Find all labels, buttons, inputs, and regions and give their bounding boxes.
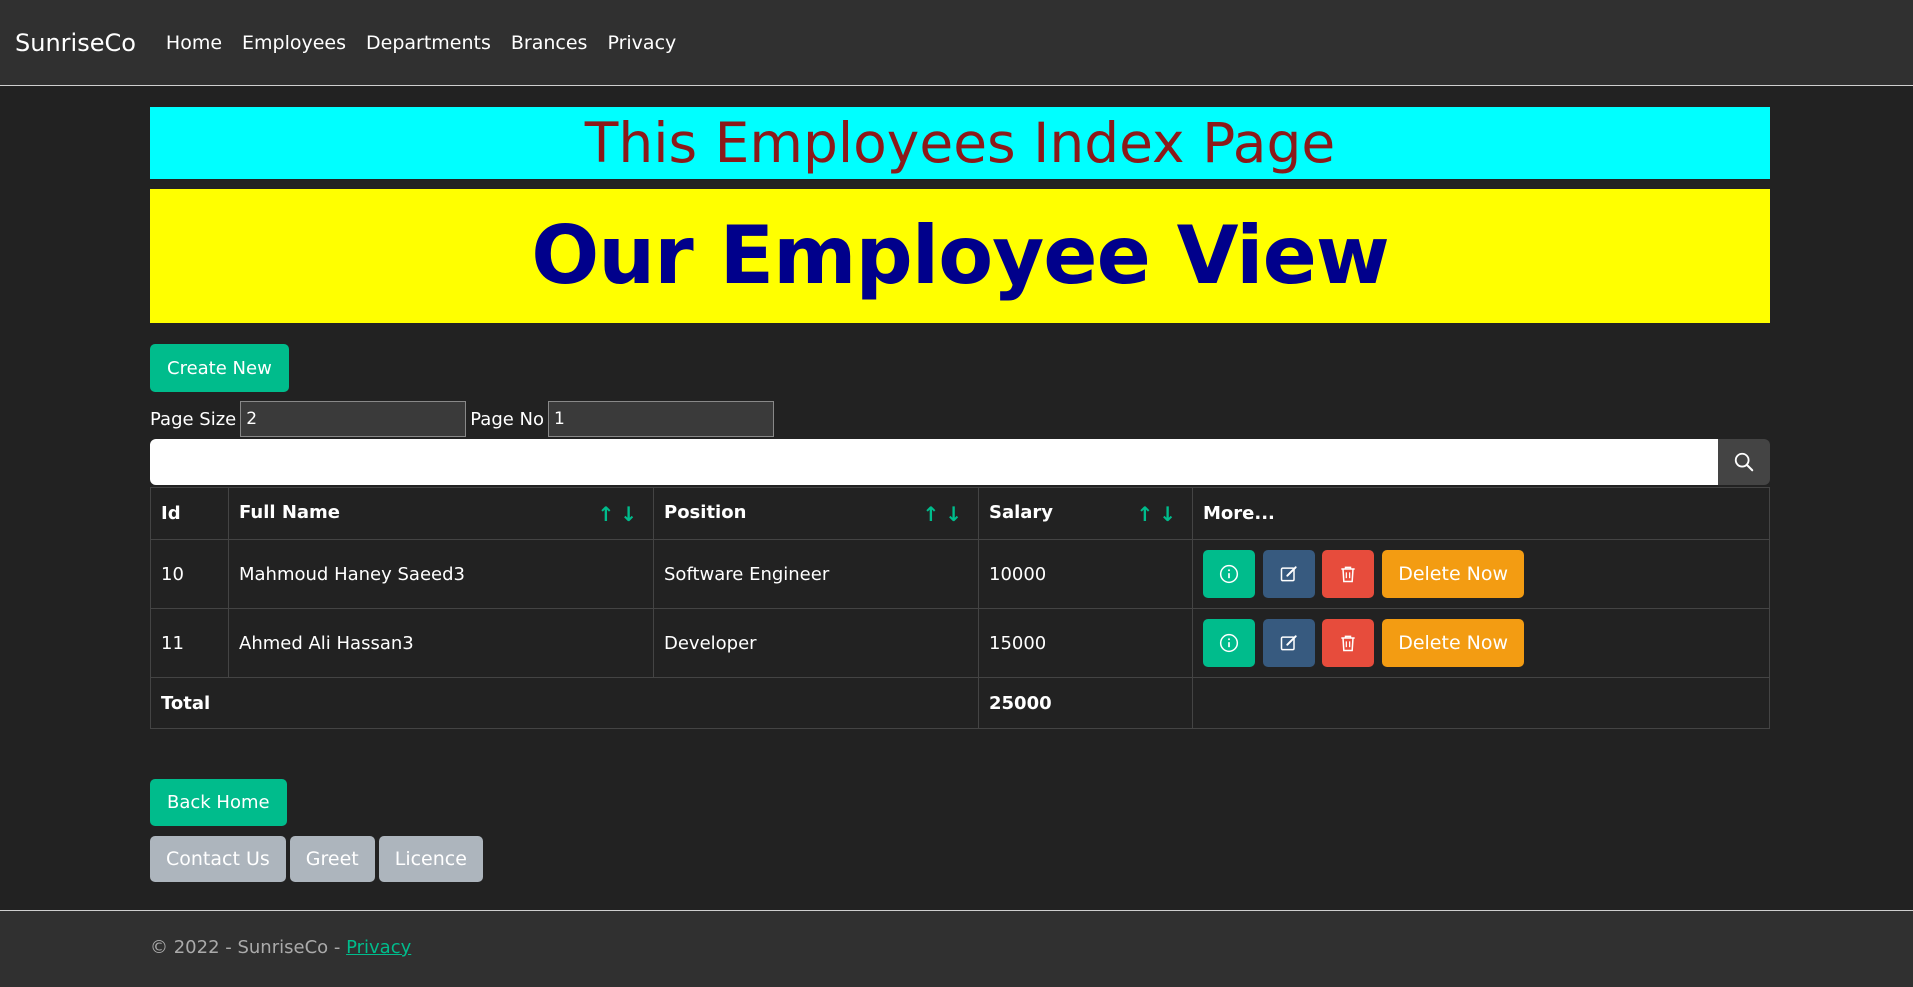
employees-table: Id Full Name ↑↓ Position ↑↓ Salary ↑↓ Mo… [150,487,1770,729]
sort-desc-icon[interactable]: ↓ [620,501,643,526]
edit-icon [1280,635,1297,651]
footer-privacy-link[interactable]: Privacy [346,937,412,958]
sort-asc-icon[interactable]: ↑ [922,501,946,526]
index-title-banner: This Employees Index Page [150,107,1770,179]
cell-full-name: Ahmed Ali Hassan3 [228,608,654,678]
info-icon [1219,564,1239,584]
main-container: This Employees Index Page Our Employee V… [150,107,1770,729]
footer-text: © 2022 - SunriseCo - Privacy [150,937,411,958]
search-icon [1734,452,1754,472]
nav-link-employees[interactable]: Employees [242,31,347,54]
table-total-row: Total 25000 [150,677,1770,729]
cell-id: 10 [150,539,229,609]
search-bar [150,439,1770,485]
details-button[interactable] [1203,550,1255,598]
sort-arrows: ↑↓ [597,502,643,526]
nav-link-departments[interactable]: Departments [366,31,491,54]
cell-salary: 10000 [978,539,1193,609]
total-value: 25000 [978,677,1193,729]
table-row: 11 Ahmed Ali Hassan3 Developer 15000 Del… [150,608,1770,678]
sort-asc-icon[interactable]: ↑ [597,501,621,526]
trash-icon [1341,635,1356,652]
edit-button[interactable] [1262,619,1315,667]
total-empty-cell [1192,677,1770,729]
col-header-salary: Salary ↑↓ [978,487,1193,540]
paging-controls: Page Size Page No [150,401,1770,437]
brand-link[interactable]: SunriseCo [15,28,136,57]
page-size-input[interactable] [240,401,467,437]
page-no-label: Page No [470,408,545,430]
sort-arrows: ↑↓ [1136,502,1182,526]
delete-now-button[interactable]: Delete Now [1382,619,1525,667]
col-header-position: Position ↑↓ [653,487,979,540]
sort-asc-icon[interactable]: ↑ [1136,501,1160,526]
licence-button[interactable]: Licence [378,836,483,882]
sort-desc-icon[interactable]: ↓ [1159,501,1182,526]
table-header-row: Id Full Name ↑↓ Position ↑↓ Salary ↑↓ Mo… [150,487,1770,540]
search-button[interactable] [1718,439,1770,485]
details-button[interactable] [1203,619,1255,667]
delete-now-button[interactable]: Delete Now [1382,550,1525,598]
edit-button[interactable] [1262,550,1315,598]
edit-icon [1280,566,1297,582]
search-input[interactable] [150,439,1718,485]
secondary-button-group: Contact Us Greet Licence [150,836,483,882]
col-header-full-name: Full Name ↑↓ [228,487,654,540]
page-size-label: Page Size [150,408,237,430]
total-label: Total [150,677,979,729]
sort-desc-icon[interactable]: ↓ [945,501,968,526]
view-title-banner: Our Employee View [150,189,1770,323]
cell-id: 11 [150,608,229,678]
top-navbar: SunriseCo Home Employees Departments Bra… [0,0,1913,86]
cell-salary: 15000 [978,608,1193,678]
cell-position: Software Engineer [653,539,979,609]
page-footer: © 2022 - SunriseCo - Privacy [0,910,1913,987]
info-icon [1219,633,1239,653]
nav-link-branches[interactable]: Brances [510,31,588,54]
trash-icon [1341,566,1356,583]
delete-button[interactable] [1322,619,1375,667]
nav-link-privacy[interactable]: Privacy [607,31,677,54]
cell-full-name: Mahmoud Haney Saeed3 [228,539,654,609]
delete-button[interactable] [1322,550,1375,598]
cell-position: Developer [653,608,979,678]
back-home-button[interactable]: Back Home [150,779,287,826]
cell-actions: Delete Now [1192,608,1770,678]
nav-link-home[interactable]: Home [165,31,223,54]
footer-copyright: © 2022 - SunriseCo - [150,937,347,958]
create-new-button[interactable]: Create New [150,344,289,392]
contact-us-button[interactable]: Contact Us [150,836,286,882]
page-no-input[interactable] [548,401,775,437]
col-header-id: Id [150,487,229,540]
table-row: 10 Mahmoud Haney Saeed3 Software Enginee… [150,539,1770,609]
sort-arrows: ↑↓ [922,502,968,526]
greet-button[interactable]: Greet [289,836,375,882]
col-header-more: More... [1192,487,1770,540]
cell-actions: Delete Now [1192,539,1770,609]
